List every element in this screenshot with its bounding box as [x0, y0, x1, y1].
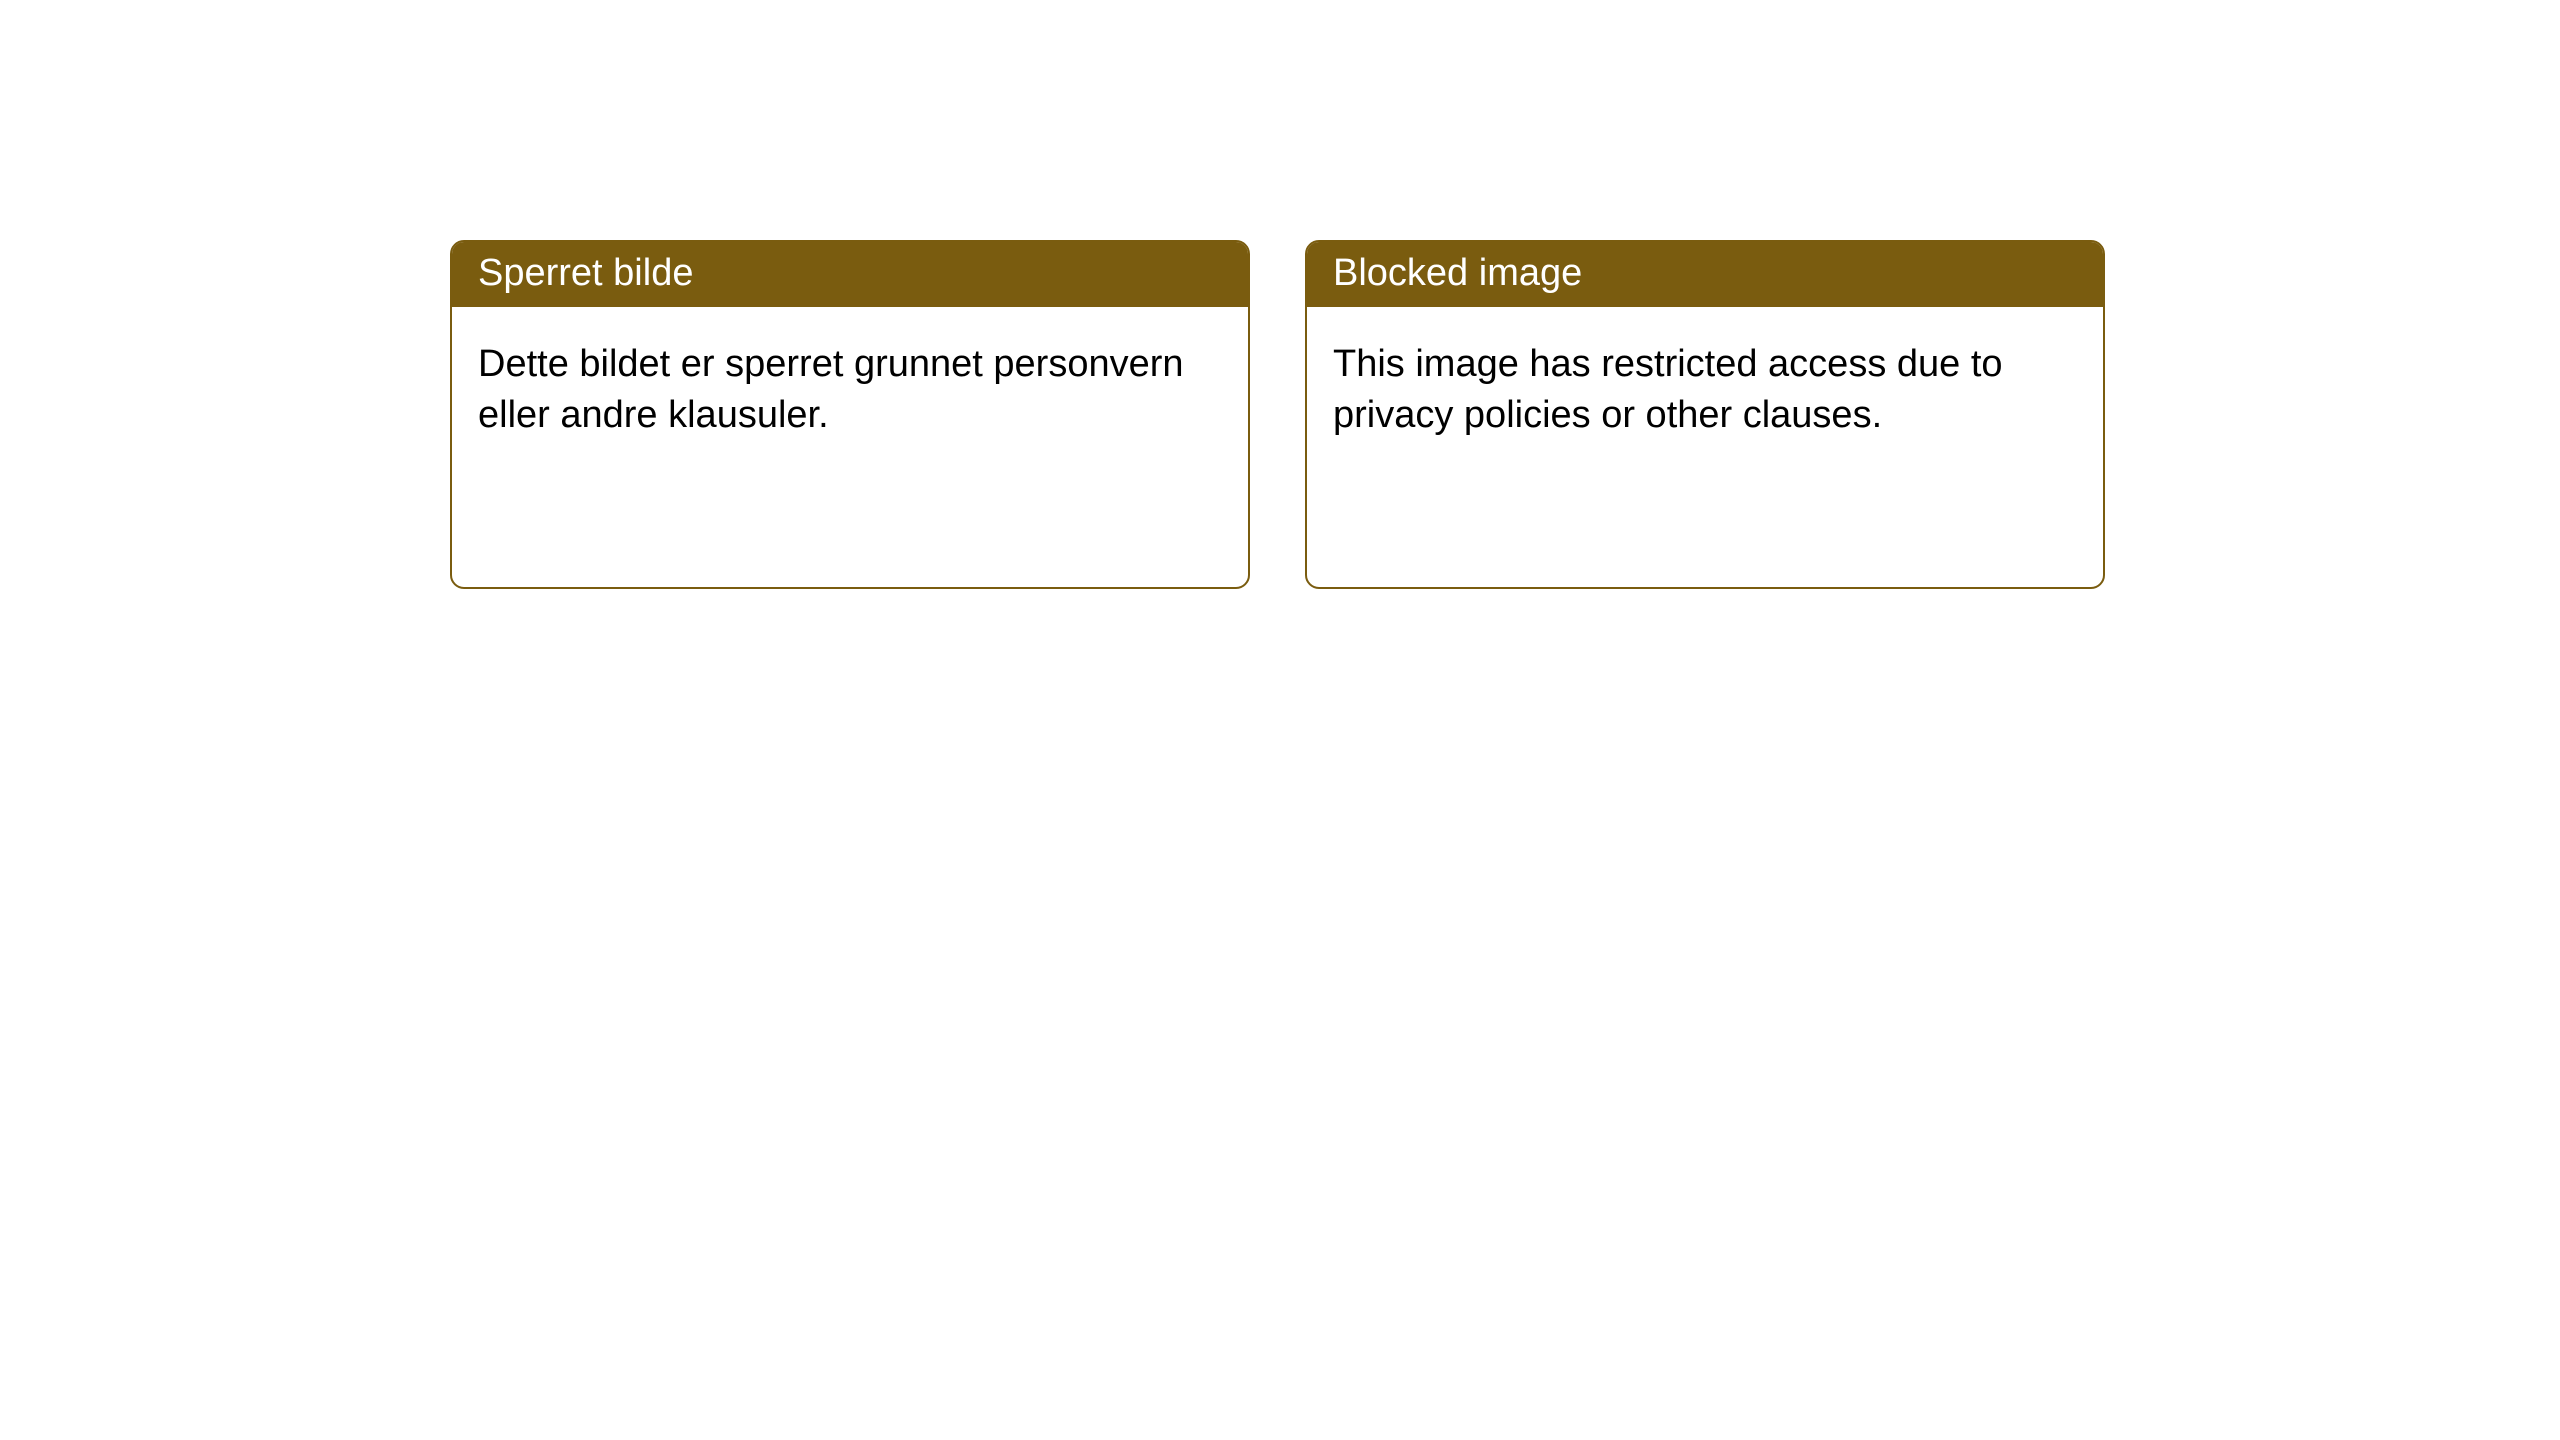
notice-container: Sperret bilde Dette bildet er sperret gr… [450, 240, 2105, 589]
notice-header: Sperret bilde [452, 242, 1248, 307]
notice-body: Dette bildet er sperret grunnet personve… [452, 307, 1248, 587]
notice-body: This image has restricted access due to … [1307, 307, 2103, 587]
notice-card-english: Blocked image This image has restricted … [1305, 240, 2105, 589]
notice-header: Blocked image [1307, 242, 2103, 307]
notice-card-norwegian: Sperret bilde Dette bildet er sperret gr… [450, 240, 1250, 589]
